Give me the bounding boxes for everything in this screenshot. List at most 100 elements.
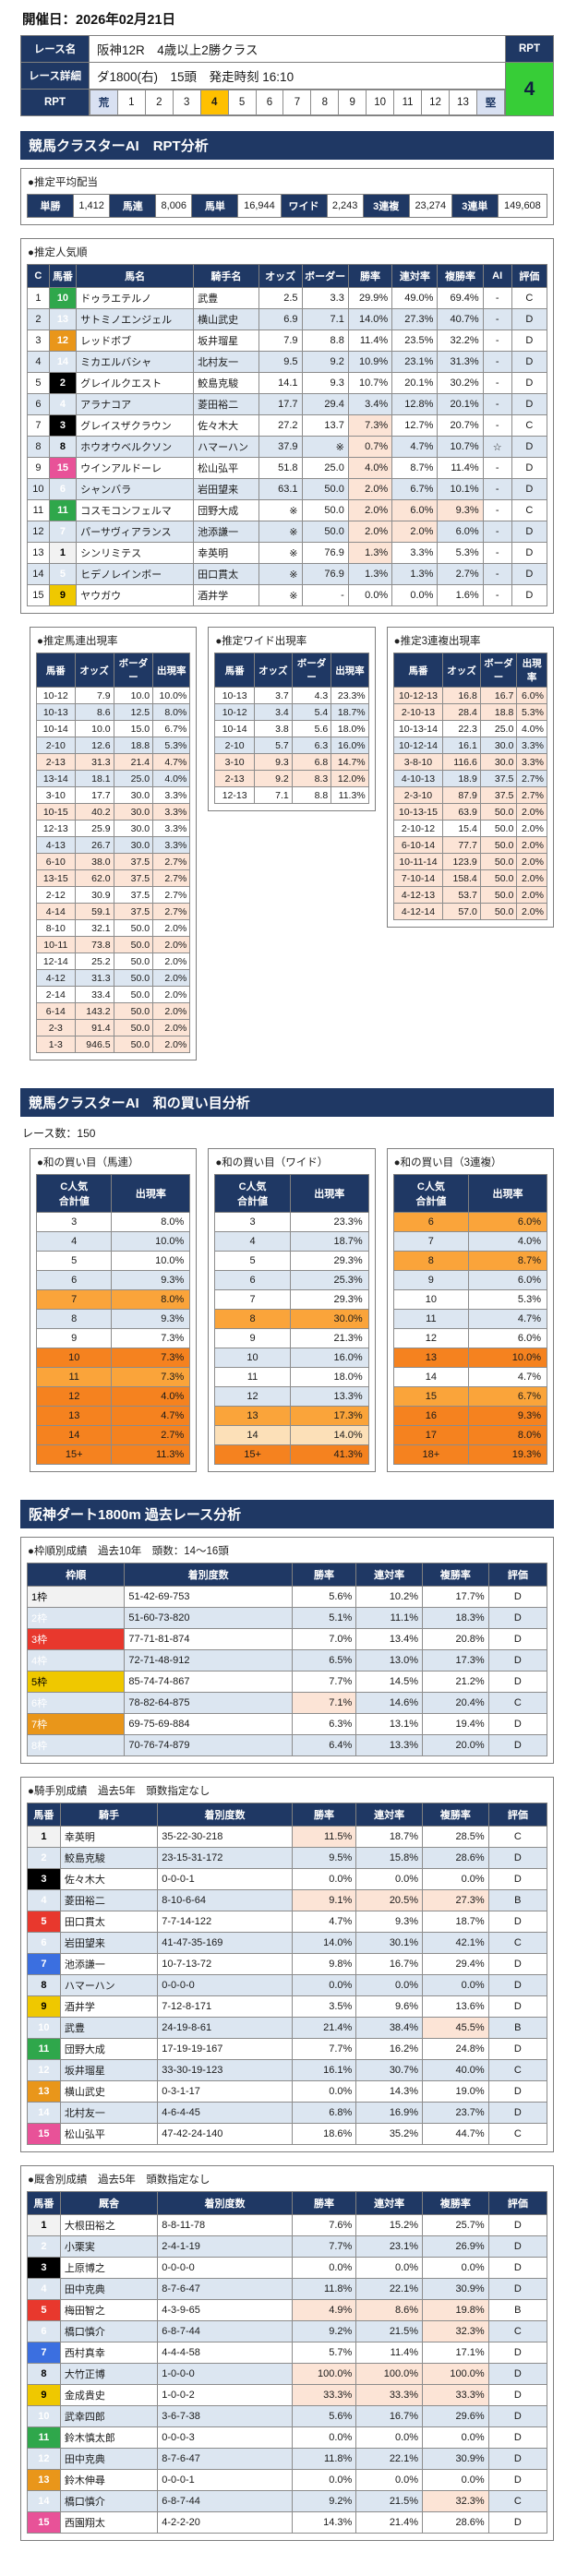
payout-type-label: 馬単 <box>191 194 239 218</box>
popularity-sum-cell: 12 <box>214 1386 291 1407</box>
quinella-rate-cell: 6.7% <box>391 478 439 500</box>
popularity-header-row: C 馬番 馬名 騎手名 オッズ ボーダー 勝率 連対率 複勝率 AI 評価 <box>27 264 548 288</box>
waku-header-cell: 連対率 <box>355 1563 424 1587</box>
sum-bet-row: 7 4.0% <box>392 1231 547 1252</box>
record-cell: 1-0-0-2 <box>157 2384 293 2406</box>
win-rate-cell: 7.3% <box>347 414 393 437</box>
show-rate-cell: 13.6% <box>422 1995 489 2018</box>
wide-rate-cell: 11.3% <box>331 786 369 804</box>
sanrenpuku-rate-cell: 3.3% <box>516 753 547 771</box>
sum-bet-header-cell: 出現率 <box>289 1174 369 1213</box>
win-rate-cell: 6.3% <box>291 1713 357 1735</box>
sanrenpuku-rate-cell: 4.0% <box>516 720 547 737</box>
sanrenpuku-numbers-cell: 4-12-13 <box>392 886 444 904</box>
occurrence-rate-cell: 4.0% <box>468 1231 547 1252</box>
waku-header-row: 枠順 着別度数 勝率 連対率 複勝率 評価 <box>26 1563 548 1587</box>
record-cell: 8-10-6-64 <box>157 1889 293 1911</box>
sum-bet-row: 8 30.0% <box>214 1309 369 1329</box>
rpt-value-badge: 4 <box>505 62 554 116</box>
horse-number-cell: 10 <box>48 287 78 309</box>
c-rank-cell: 14 <box>27 563 50 585</box>
payout-value: 2,243 <box>326 194 364 218</box>
quinella-rate-cell: 13.0% <box>355 1649 424 1671</box>
wide-numbers-cell: 2-10 <box>214 737 255 754</box>
umaren-rate-cell: 2.0% <box>152 1019 191 1036</box>
sanrenpuku-rate-cell: 2.0% <box>516 869 547 887</box>
payout-value: 16,944 <box>237 194 282 218</box>
sanrenpuku-numbers-cell: 4-12-14 <box>392 903 444 920</box>
wide-header-cell: 出現率 <box>331 653 369 688</box>
show-rate-cell: 28.5% <box>422 1826 489 1848</box>
win-rate-cell: 0.7% <box>347 436 393 458</box>
occurrence-rate-cell: 4.7% <box>111 1406 191 1426</box>
umaren-odds-cell: 8.6 <box>74 703 114 721</box>
umaren-numbers-cell: 4-13 <box>36 836 76 854</box>
horse-name-cell: アラナコア <box>76 393 195 415</box>
quinella-rate-cell: 0.0% <box>355 1868 424 1890</box>
sanrenpuku-rate-cell: 2.7% <box>516 770 547 787</box>
rating-cell: D <box>487 1586 548 1608</box>
popularity-sum-cell: 10 <box>214 1348 291 1368</box>
horse-number-cell: 11 <box>27 2038 61 2060</box>
umaren-odds-cell: 91.4 <box>74 1019 114 1036</box>
wide-rate-cell: 16.0% <box>331 737 369 754</box>
jockey-stats-title: ●騎手別成績 過去5年 頭数指定なし <box>28 1786 210 1797</box>
sanrenpuku-odds-cell: 28.4 <box>442 703 481 721</box>
rating-cell: D <box>511 457 548 479</box>
sum-bet-row: 5 29.3% <box>214 1251 369 1271</box>
umaren-odds-cell: 62.0 <box>74 869 114 887</box>
umaren-odds-cell: 25.2 <box>74 953 114 970</box>
occurrence-rate-cell: 6.0% <box>468 1270 547 1290</box>
win-rate-cell: 9.5% <box>291 1847 357 1869</box>
record-cell: 8-8-11-78 <box>157 2214 293 2236</box>
popularity-sum-cell: 6 <box>392 1212 470 1232</box>
popularity-sum-cell: 13 <box>392 1348 470 1368</box>
sum-bet-row: 18+ 19.3% <box>392 1444 547 1465</box>
stable-name-cell: 金成貴史 <box>59 2384 159 2406</box>
show-rate-cell: 29.4% <box>422 1953 489 1975</box>
payout-type-label: 単勝 <box>27 194 74 218</box>
sanrenpuku-rate-cell: 2.0% <box>516 836 547 854</box>
rating-cell: D <box>487 1974 548 1996</box>
umaren-odds-cell: 7.9 <box>74 687 114 704</box>
umaren-odds-cell: 12.6 <box>74 737 114 754</box>
stable-row: 1 大根田裕之 8-8-11-78 7.6% 15.2% 25.7% D <box>27 2214 548 2236</box>
win-rate-cell: 21.4% <box>291 2017 357 2039</box>
rating-cell: B <box>487 1889 548 1911</box>
horse-name-cell: シャンバラ <box>76 478 195 500</box>
quinella-rate-cell: 13.4% <box>355 1628 424 1650</box>
show-rate-cell: 44.7% <box>422 2123 489 2145</box>
payout-type-label: 3連単 <box>451 194 499 218</box>
popularity-table: C 馬番 馬名 騎手名 オッズ ボーダー 勝率 連対率 複勝率 AI 評価 1 10 ドゥラエテルノ 武豊… <box>27 264 548 606</box>
sum-bet-row: 5 10.0% <box>35 1251 191 1271</box>
umaren-numbers-cell: 3-10 <box>36 786 76 804</box>
sum-bet-row: 3 23.3% <box>214 1212 369 1232</box>
sanrenpuku-rate-cell: 6.0% <box>516 687 547 704</box>
payout-table: 単勝 1,412 馬連 8,006 馬単 16,944 ワイド 2,243 3連複 23,274 3… <box>27 194 548 218</box>
sum-bet-row: 15+ 11.3% <box>35 1444 191 1465</box>
umaren-rate-cell: 2.7% <box>152 853 191 870</box>
sanrenpuku-odds-cell: 63.9 <box>442 803 481 821</box>
waku-row: 6枠 78-82-64-875 7.1% 14.6% 20.4% C <box>26 1692 548 1714</box>
jockey-name-cell: 武豊 <box>193 287 259 309</box>
sum-bet-row: 6 9.3% <box>35 1270 191 1290</box>
waku-header-cell: 複勝率 <box>422 1563 489 1587</box>
sanrenpuku-row: 10-13-15 63.9 50.0 2.0% <box>392 803 547 821</box>
popularity-sum-cell: 17 <box>392 1425 470 1445</box>
show-rate-cell: 20.1% <box>437 393 484 415</box>
horse-number-cell: 8 <box>27 2363 61 2385</box>
sum-bet-row: 15+ 41.3% <box>214 1444 369 1465</box>
quinella-rate-cell: 23.5% <box>391 329 439 352</box>
jockey-name-cell: 岩田望来 <box>193 478 259 500</box>
record-cell: 0-0-0-3 <box>157 2426 293 2449</box>
wide-occurrence-box: ●推定ワイド出現率 馬番 オッズ ボーダー 出現率 10-13 3.7 4.3 23.3% 1… <box>208 627 376 811</box>
quinella-rate-cell: 23.1% <box>355 2235 424 2258</box>
jockey-name-cell: 坂井瑠星 <box>59 2059 159 2081</box>
sanrenpuku-rate-cell: 2.0% <box>516 886 547 904</box>
rating-cell: C <box>487 2320 548 2342</box>
show-rate-cell: 0.0% <box>422 2257 489 2279</box>
popularity-header-cell: 評価 <box>511 264 548 288</box>
rating-cell: C <box>487 1692 548 1714</box>
payout-value: 23,274 <box>408 194 452 218</box>
